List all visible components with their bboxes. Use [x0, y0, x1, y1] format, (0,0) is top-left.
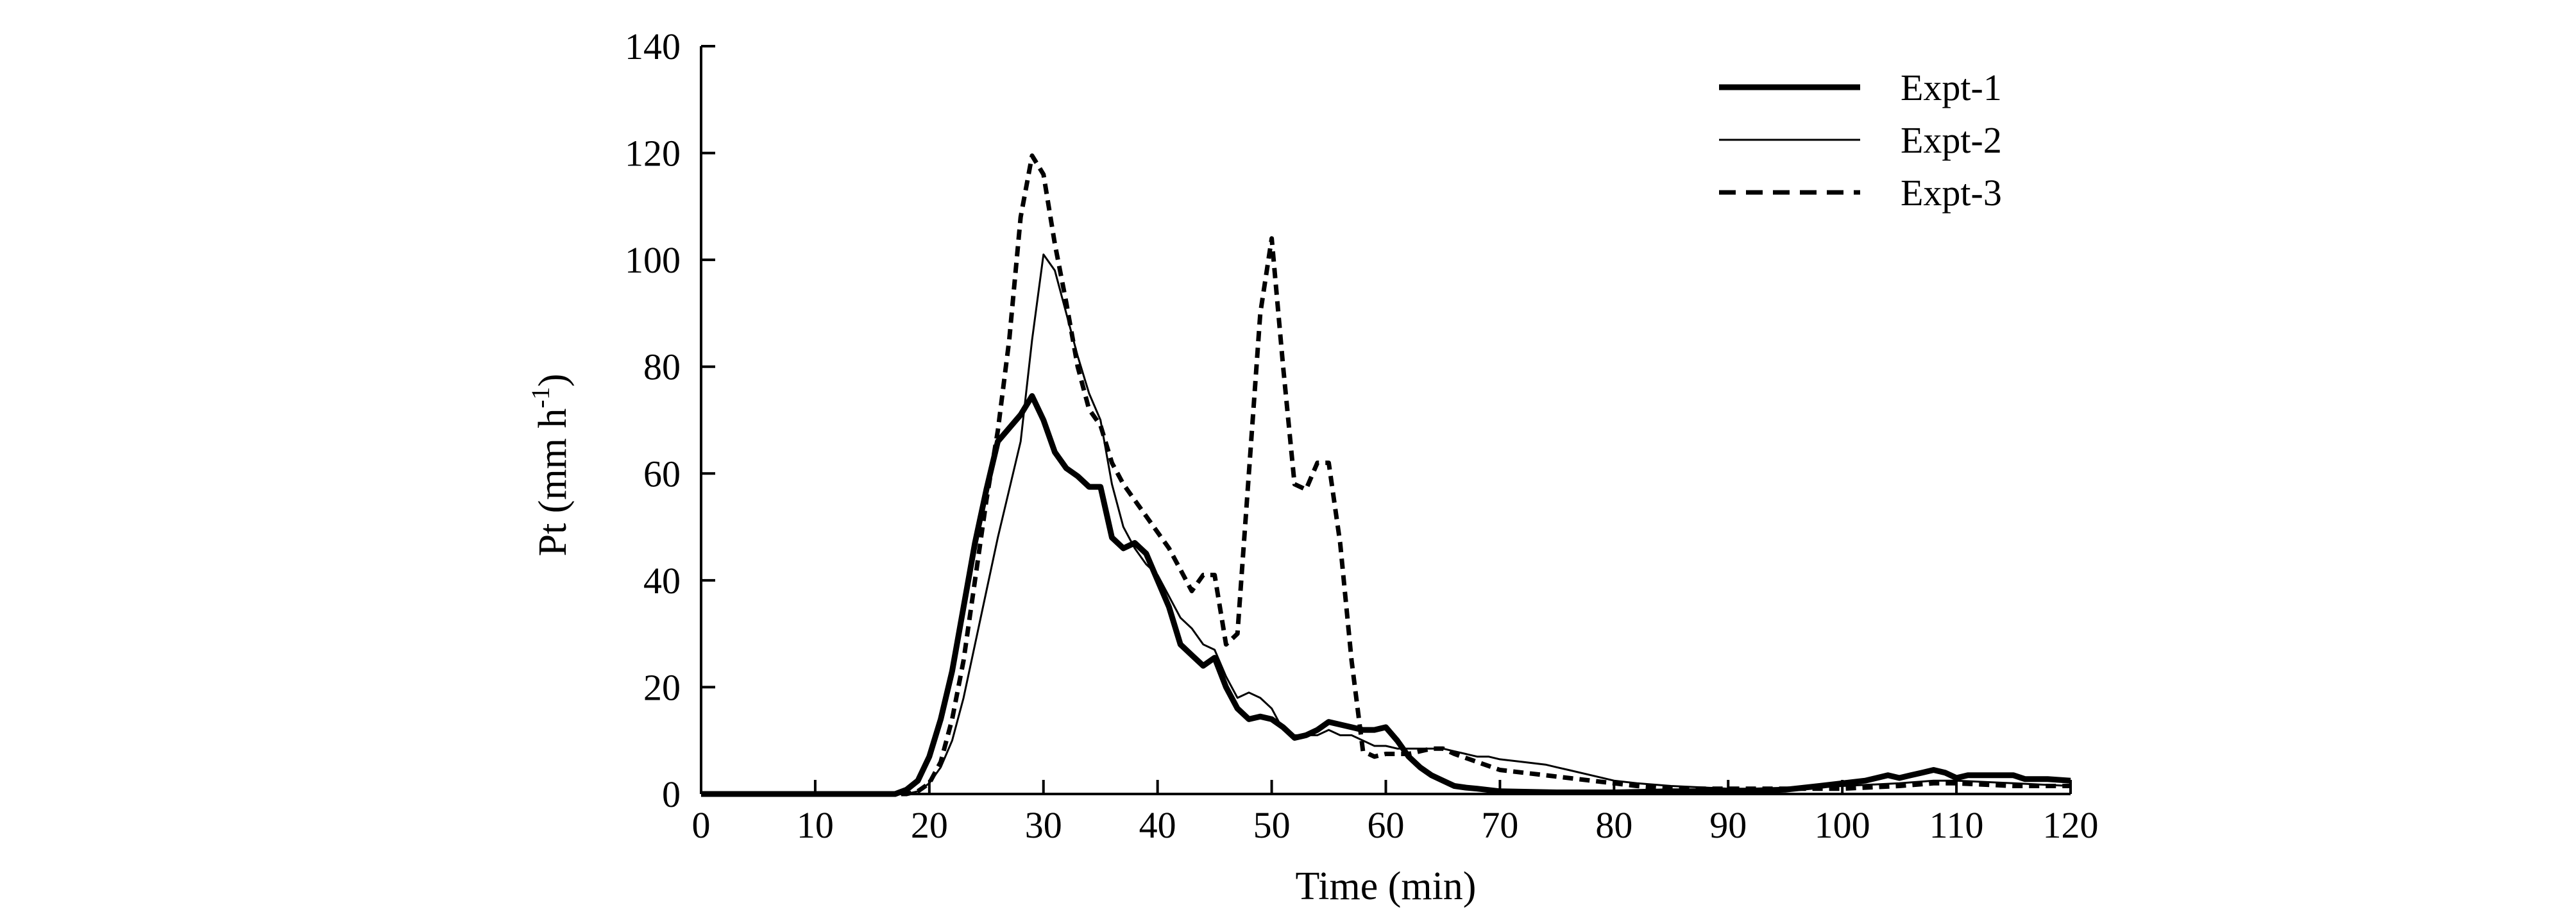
- y-tick-label: 140: [625, 26, 681, 67]
- y-tick-label: 0: [662, 773, 681, 815]
- series-line-expt-2: [701, 253, 2071, 795]
- x-tick-label: 30: [1025, 804, 1062, 846]
- y-tick-label: 60: [643, 453, 681, 494]
- y-tick-label: 100: [625, 239, 681, 281]
- legend: Expt-1 Expt-2 Expt-3: [1719, 67, 2002, 214]
- series-line-expt-3: [701, 153, 2071, 797]
- y-axis-label-close: ): [531, 374, 575, 387]
- x-tick-label: 60: [1368, 804, 1405, 846]
- legend-label-expt-2: Expt-2: [1901, 119, 2002, 161]
- x-tick-label: 40: [1139, 804, 1176, 846]
- x-tick-label: 110: [1929, 804, 1984, 846]
- x-tick-label: 50: [1253, 804, 1291, 846]
- y-tick-label: 80: [643, 346, 681, 388]
- x-tick-label: 90: [1709, 804, 1747, 846]
- series-line-expt-1: [701, 393, 2071, 797]
- x-tick-label: 100: [1815, 804, 1870, 846]
- x-tick-label: 70: [1481, 804, 1518, 846]
- y-axis-label-main: Pt (mm h: [531, 409, 575, 557]
- x-tick-label: 10: [797, 804, 834, 846]
- y-axis-label: Pt (mm h-1): [526, 374, 575, 557]
- y-axis-label-sup: -1: [526, 387, 555, 408]
- x-axis-label: Time (min): [1296, 865, 1477, 908]
- axes: 0 10 20 30 40 50 60 70 80 90 100 110 120 0 20 40 60 80 100…: [526, 26, 2099, 908]
- x-tick-label: 80: [1595, 804, 1632, 846]
- legend-label-expt-3: Expt-3: [1901, 172, 2002, 214]
- x-tick-label: 20: [911, 804, 948, 846]
- y-tick-label: 120: [625, 133, 681, 174]
- x-tick-label: 0: [692, 804, 711, 846]
- legend-label-expt-1: Expt-1: [1901, 67, 2002, 108]
- series-lines: [701, 153, 2071, 797]
- y-tick-label: 40: [643, 560, 681, 602]
- x-tick-label: 120: [2043, 804, 2099, 846]
- y-tick-label: 20: [643, 666, 681, 708]
